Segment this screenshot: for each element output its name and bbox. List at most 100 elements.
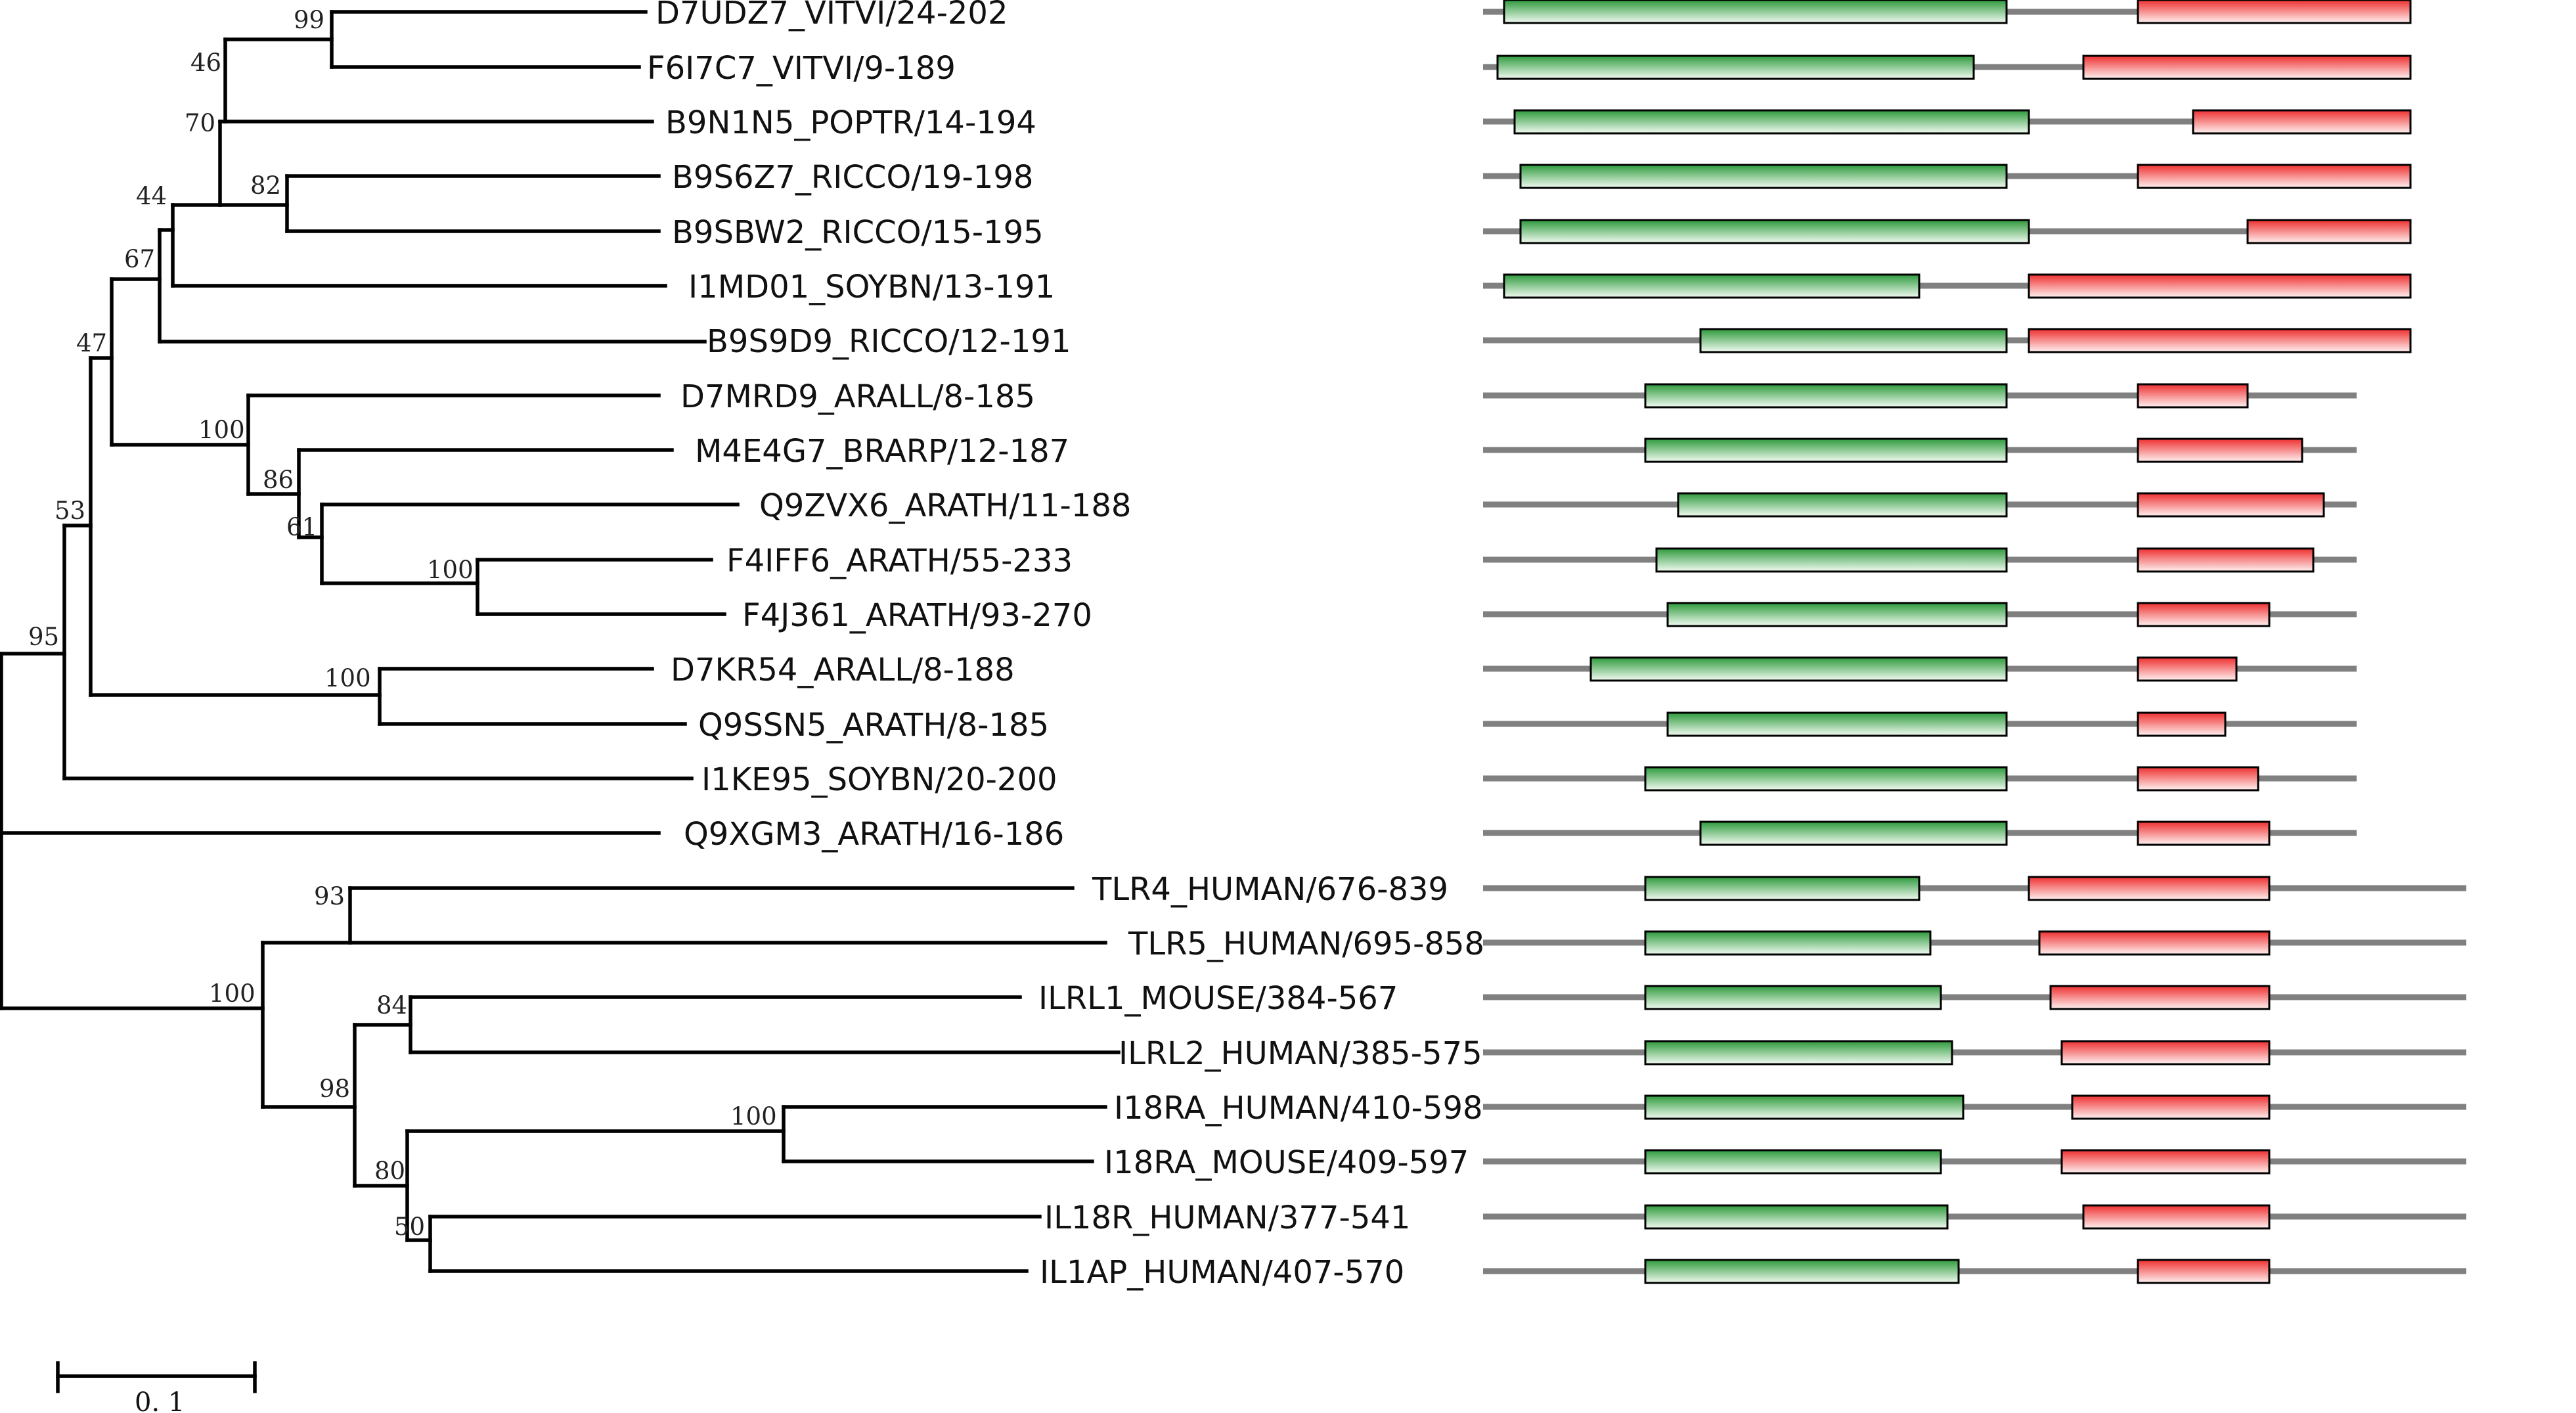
- green-domain: [1589, 656, 2008, 682]
- domain-track: [1483, 328, 2412, 353]
- support-value: 99: [294, 6, 324, 34]
- red-domain: [2137, 437, 2303, 463]
- red-domain: [2246, 219, 2412, 244]
- domain-track: [1483, 273, 2412, 299]
- green-domain: [1644, 1204, 1949, 1230]
- domain-track: [1483, 55, 2412, 80]
- green-domain: [1644, 1259, 1960, 1284]
- red-domain: [2137, 766, 2259, 792]
- leaf-label: B9S9D9_RICCO/12-191: [707, 323, 1071, 360]
- leaf-label: B9N1N5_POPTR/14-194: [665, 104, 1036, 141]
- red-domain: [2082, 55, 2412, 80]
- domain-track: [1483, 109, 2412, 135]
- support-value: 100: [198, 416, 245, 444]
- green-domain: [1644, 437, 2008, 463]
- green-domain: [1519, 219, 2030, 244]
- domain-track: [1483, 547, 2357, 573]
- green-domain: [1519, 164, 2008, 189]
- domain-track: [1483, 1040, 2466, 1065]
- red-domain: [2137, 711, 2227, 737]
- support-value: 47: [76, 329, 107, 357]
- support-value: 67: [124, 245, 155, 273]
- leaf-label: B9SBW2_RICCO/15-195: [672, 214, 1044, 251]
- red-domain: [2137, 820, 2271, 846]
- support-value: 82: [250, 171, 281, 200]
- leaf-label: IL1AP_HUMAN/407-570: [1040, 1254, 1404, 1291]
- domain-track: [1483, 0, 2412, 24]
- leaf-label: D7UDZ7_VITVI/24-202: [655, 0, 1008, 32]
- red-domain: [2082, 1204, 2271, 1230]
- leaf-label: IL18R_HUMAN/377-541: [1044, 1200, 1410, 1236]
- support-value: 61: [286, 513, 317, 541]
- green-domain: [1644, 1149, 1942, 1175]
- green-domain: [1644, 930, 1932, 956]
- red-domain: [2137, 0, 2412, 24]
- leaf-label: TLR4_HUMAN/676-839: [1092, 871, 1448, 908]
- leaf-labels: D7UDZ7_VITVI/24-202 F6I7C7_VITVI/9-189 B…: [647, 0, 1484, 1291]
- leaf-label: D7MRD9_ARALL/8-185: [680, 378, 1035, 415]
- green-domain: [1644, 1094, 1965, 1120]
- leaf-label: Q9XGM3_ARATH/16-186: [684, 816, 1064, 853]
- domain-track: [1483, 766, 2357, 792]
- scale-bar: 0. 1: [56, 1361, 257, 1413]
- red-domain: [2192, 109, 2412, 135]
- leaf-label: I18RA_MOUSE/409-597: [1104, 1144, 1469, 1181]
- domain-track: [1483, 985, 2466, 1010]
- green-domain: [1644, 766, 2008, 792]
- red-domain: [2137, 492, 2325, 518]
- green-domain: [1666, 602, 2008, 627]
- support-value: 98: [319, 1075, 350, 1103]
- domain-track: [1483, 219, 2412, 244]
- support-value: 50: [394, 1213, 425, 1241]
- leaf-label: B9S6Z7_RICCO/19-198: [672, 159, 1033, 196]
- green-domain: [1503, 0, 2008, 24]
- red-domain: [2137, 656, 2238, 682]
- green-domain: [1644, 876, 1921, 901]
- leaf-label: I1MD01_SOYBN/13-191: [688, 269, 1055, 305]
- green-domain: [1699, 328, 2008, 353]
- domain-track: [1483, 1149, 2466, 1175]
- support-value: 86: [263, 466, 294, 494]
- red-domain: [2060, 1040, 2271, 1065]
- red-domain: [2137, 164, 2412, 189]
- leaf-label: M4E4G7_BRARP/12-187: [695, 433, 1069, 470]
- domain-track: [1483, 602, 2357, 627]
- green-domain: [1699, 820, 2008, 846]
- support-value: 44: [136, 182, 167, 210]
- domain-track: [1483, 876, 2466, 901]
- domain-track: [1483, 492, 2357, 518]
- support-value: 100: [427, 556, 474, 584]
- domain-track: [1483, 437, 2357, 463]
- support-value: 70: [185, 109, 215, 137]
- green-domain: [1644, 1040, 1953, 1065]
- green-domain: [1677, 492, 2008, 518]
- leaf-label: I18RA_HUMAN/410-598: [1114, 1090, 1483, 1127]
- tree-branches: [0, 10, 1121, 1273]
- leaf-label: ILRL1_MOUSE/384-567: [1038, 980, 1398, 1017]
- leaf-label: D7KR54_ARALL/8-188: [671, 652, 1015, 688]
- domain-track: [1483, 711, 2357, 737]
- support-value: 46: [190, 49, 221, 77]
- green-domain: [1513, 109, 2030, 135]
- support-value: 100: [730, 1102, 777, 1131]
- scale-bar-label: 0. 1: [135, 1387, 185, 1413]
- red-domain: [2028, 328, 2412, 353]
- leaf-label: Q9SSN5_ARATH/8-185: [698, 707, 1049, 744]
- support-value: 95: [28, 623, 59, 651]
- red-domain: [2137, 602, 2271, 627]
- domain-tracks: [1483, 0, 2466, 1284]
- leaf-label: ILRL2_HUMAN/385-575: [1119, 1035, 1482, 1072]
- domain-track: [1483, 930, 2466, 956]
- green-domain: [1496, 55, 1975, 80]
- red-domain: [2049, 985, 2271, 1010]
- leaf-label: F4J361_ARATH/93-270: [742, 597, 1092, 634]
- domain-track: [1483, 1204, 2466, 1230]
- leaf-label: Q9ZVX6_ARATH/11-188: [759, 487, 1131, 524]
- green-domain: [1666, 711, 2008, 737]
- leaf-label: F4IFF6_ARATH/55-233: [726, 543, 1073, 579]
- support-value: 84: [376, 991, 407, 1020]
- leaf-label: I1KE95_SOYBN/20-200: [701, 761, 1057, 798]
- red-domain: [2038, 930, 2271, 956]
- green-domain: [1644, 383, 2008, 409]
